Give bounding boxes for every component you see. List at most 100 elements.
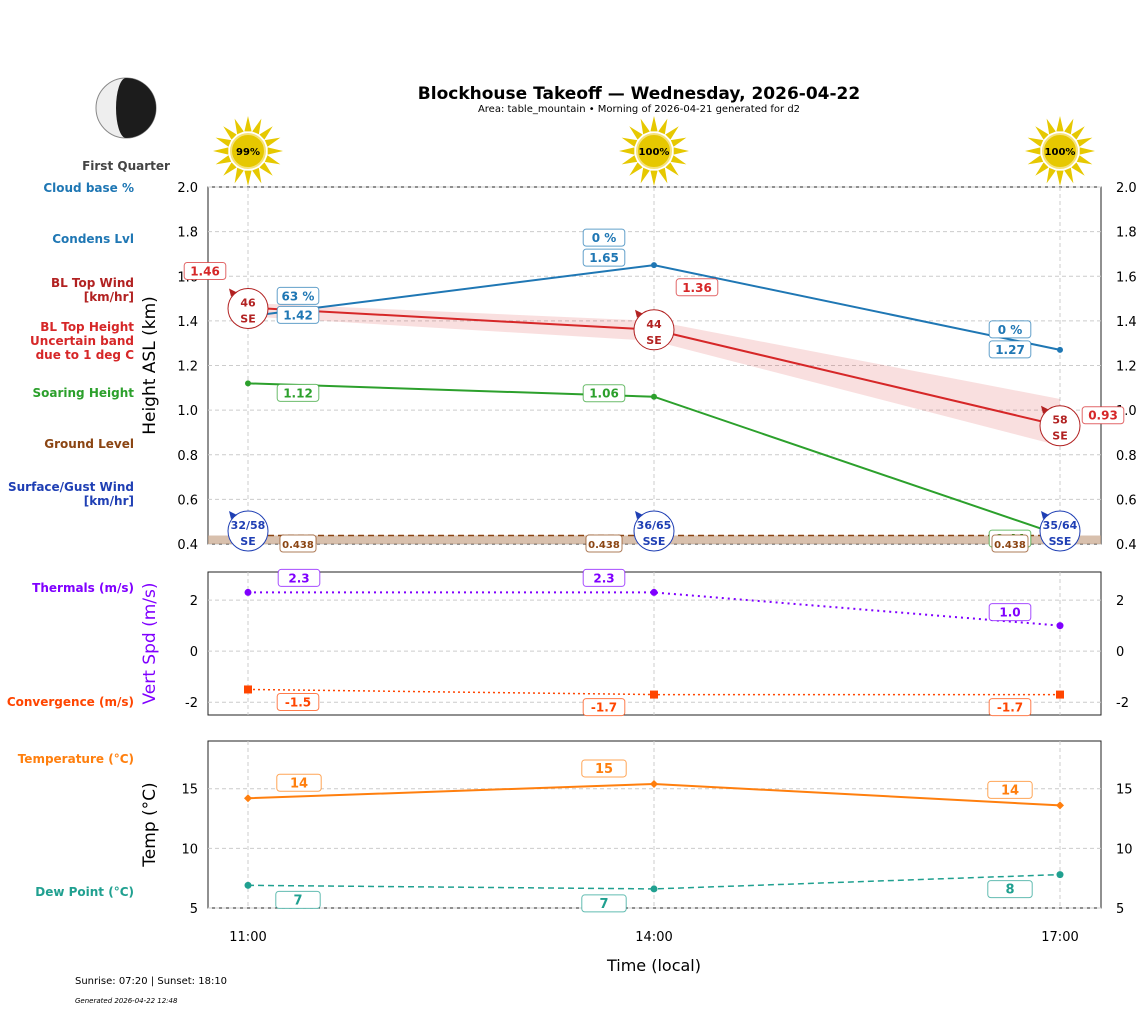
- bl-top-label: 1.46: [190, 264, 220, 278]
- bl-wind-barb-direction: SE: [1052, 430, 1067, 443]
- y-tick-label-right: 15: [1116, 783, 1133, 798]
- thermals-point: [1056, 622, 1064, 630]
- y-tick-label-right: 1.2: [1116, 360, 1137, 375]
- y-tick-label: 10: [181, 842, 198, 857]
- y-tick-label: 0: [190, 645, 198, 660]
- convergence-label-box: [276, 692, 320, 711]
- y-tick-label-right: 5: [1116, 902, 1124, 917]
- legend-label: Convergence (m/s): [7, 695, 134, 709]
- bl-top-label: 1.36: [682, 281, 712, 295]
- x-axis-label: Time (local): [606, 956, 701, 975]
- condens-label: 1.42: [283, 308, 313, 322]
- condens-point: [651, 262, 657, 269]
- surface-wind-barb-direction: SSE: [643, 535, 666, 548]
- y-tick-label: 1.0: [177, 404, 198, 419]
- dewpoint-label-box: [581, 894, 627, 913]
- y-tick-label: 5: [190, 902, 198, 917]
- soaring-label: 1.12: [283, 386, 313, 400]
- x-tick-label: 11:00: [229, 930, 266, 945]
- convergence-label: -1.7: [997, 701, 1023, 715]
- legend-label: Surface/Gust Wind: [8, 480, 134, 494]
- y-tick-label-right: 2.0: [1116, 181, 1137, 196]
- condens-point: [1057, 346, 1063, 353]
- y-tick-label-right: 0: [1116, 645, 1124, 660]
- generated-time: Generated 2026-04-22 12:48: [75, 997, 178, 1005]
- surface-wind-barb-direction: SSE: [1049, 535, 1072, 548]
- bl-wind-barb-arrow-icon: [1041, 405, 1049, 414]
- cloud-base-pct-label-box: [582, 228, 626, 247]
- thermals-label-box: [277, 568, 321, 587]
- dewpoint-point: [1056, 871, 1064, 879]
- x-tick-label: 14:00: [635, 930, 672, 945]
- bl-wind-barb-arrow-icon: [229, 288, 237, 297]
- soaring-label-box: [276, 383, 320, 402]
- thermals-point: [244, 588, 252, 596]
- sun-icon-disc: [636, 133, 672, 169]
- chart-title: Blockhouse Takeoff — Wednesday, 2026-04-…: [418, 84, 860, 104]
- legend-label: BL Top Wind: [51, 276, 134, 290]
- dewpoint-point: [244, 881, 252, 889]
- cloud-base-pct-label: 63 %: [282, 289, 315, 303]
- y-tick-label-right: 1.6: [1116, 270, 1137, 285]
- temperature-label: 14: [290, 776, 308, 791]
- convergence-label: -1.7: [591, 701, 617, 715]
- cloud-base-pct-label-box: [988, 320, 1032, 339]
- legend-label: Dew Point (°C): [35, 885, 134, 899]
- thermals-label-box: [988, 603, 1032, 622]
- y-tick-label: 0.4: [177, 538, 198, 553]
- legend-label: Soaring Height: [33, 386, 135, 400]
- bl-wind-barb-speed: 44: [646, 318, 662, 331]
- bl-wind-barb-circle: [633, 309, 675, 351]
- y-tick-label: 15: [181, 783, 198, 798]
- convergence-point: [1056, 690, 1064, 699]
- thermals-label: 1.0: [999, 606, 1020, 620]
- y-tick-label-right: 1.4: [1116, 315, 1137, 330]
- dewpoint-label: 8: [1005, 883, 1014, 898]
- temperature-point: [650, 779, 658, 788]
- soaring-label-box: [582, 384, 626, 403]
- dewpoint-label-box: [987, 880, 1033, 899]
- legend-label: Thermals (m/s): [32, 581, 134, 595]
- temperature-label: 14: [1001, 783, 1019, 798]
- cloud-base-pct-label: 0 %: [998, 323, 1023, 337]
- legend-label: Uncertain band: [30, 334, 134, 348]
- ground-label-box: [991, 534, 1029, 553]
- temperature-label-box: [581, 759, 627, 778]
- bl-top-label-box: [675, 278, 719, 297]
- dewpoint-label-box: [275, 890, 321, 909]
- y-tick-label: 1.8: [177, 226, 198, 241]
- legend-label: Temperature (°C): [18, 752, 134, 766]
- cloud-base-pct-label-box: [276, 286, 320, 305]
- dewpoint-line: [247, 873, 1061, 890]
- sun-percent-label: 100%: [1045, 147, 1076, 158]
- sun-percent-label: 100%: [639, 147, 670, 158]
- temperature-label-box: [987, 780, 1033, 799]
- convergence-label-box: [988, 698, 1032, 717]
- thermals-label-box: [582, 568, 626, 587]
- dewpoint-label: 7: [599, 897, 608, 912]
- ground-label: 0.438: [282, 540, 314, 551]
- y-tick-label: 2: [190, 594, 198, 609]
- y-tick-label: 0.6: [177, 493, 198, 508]
- bl-wind-barb-direction: SE: [646, 334, 661, 347]
- y-axis-label: Temp (°C): [140, 782, 160, 867]
- surface-wind-barb-circle: [227, 510, 269, 552]
- surface-wind-barb-arrow-icon: [229, 511, 237, 519]
- moon-icon: [95, 77, 157, 139]
- sun-icon: [213, 116, 283, 186]
- sun-icon: [1025, 116, 1095, 186]
- y-tick-label-right: 0.4: [1116, 538, 1137, 553]
- soaring-point: [651, 393, 657, 400]
- legend-label: Cloud base %: [43, 181, 134, 195]
- bl-wind-barb-direction: SE: [240, 312, 255, 325]
- convergence-point: [650, 690, 658, 699]
- temperature-label: 15: [595, 762, 613, 777]
- x-tick-label: 17:00: [1041, 930, 1078, 945]
- legend-label: Ground Level: [44, 437, 134, 451]
- surface-wind-barb-circle: [1039, 510, 1081, 552]
- thermals-label: 2.3: [593, 571, 614, 585]
- condens-label-box: [276, 305, 320, 324]
- convergence-label: -1.5: [285, 695, 311, 709]
